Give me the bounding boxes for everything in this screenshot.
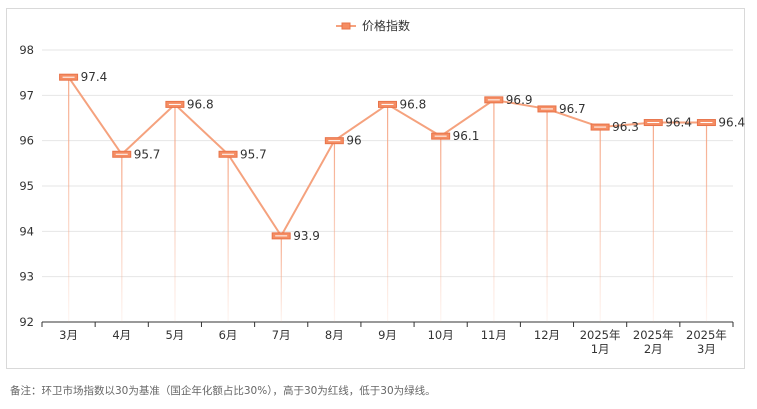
legend-marker — [341, 22, 351, 30]
data-label: 95.7 — [240, 147, 267, 161]
data-label: 96.3 — [612, 120, 639, 134]
x-tick-label: 6月 — [219, 328, 238, 342]
drop-line — [546, 108, 548, 322]
data-label: 96.7 — [559, 102, 586, 116]
y-tick-label: 97 — [19, 88, 34, 102]
y-tick-label: 94 — [19, 224, 34, 238]
drop-line — [440, 136, 442, 322]
y-tick-label: 93 — [19, 270, 34, 284]
x-tick-label: 12月 — [534, 328, 560, 342]
data-label: 96.9 — [506, 93, 533, 107]
x-tick-label: 11月 — [481, 328, 507, 342]
data-label: 96.1 — [453, 129, 480, 143]
x-tick-label: 8月 — [325, 328, 344, 342]
data-label: 93.9 — [293, 229, 320, 243]
data-label: 96.8 — [187, 97, 214, 111]
footnote: 备注：环卫市场指数以30为基准（国企年化额占比30%），高于30为红线，低于30… — [10, 385, 436, 397]
x-tick-label: 3月 — [59, 328, 78, 342]
x-tick-label: 9月 — [378, 328, 397, 342]
drop-line — [333, 140, 336, 322]
price-index-chart: 92 93 94 95 96 97 98 3月 4月 5月 6月 7月 8月 9月 10月 11月 12月 202… — [19, 18, 745, 356]
data-label: 95.7 — [134, 147, 161, 161]
drop-line — [174, 104, 176, 323]
drop-line — [599, 127, 601, 322]
x-tick-label: 5月 — [165, 328, 184, 342]
drop-line — [280, 235, 282, 322]
drop-line — [493, 99, 495, 322]
drop-line — [705, 122, 708, 323]
data-label: 96.4 — [665, 116, 692, 130]
drop-line — [387, 104, 389, 323]
data-label: 96.8 — [400, 97, 427, 111]
y-tick-label: 92 — [19, 315, 34, 329]
x-tick-label: 2025年 3月 — [686, 328, 727, 356]
x-tick-label: 2025年 2月 — [633, 328, 674, 356]
x-tick-label: 4月 — [112, 328, 131, 342]
chart-frame — [6, 8, 745, 369]
data-label: 96.4 — [718, 116, 745, 130]
x-tick-label: 10月 — [428, 328, 454, 342]
y-tick-label: 95 — [19, 179, 34, 193]
x-tick-label: 7月 — [272, 328, 291, 342]
y-tick-label: 98 — [19, 43, 34, 57]
data-label: 96 — [346, 134, 361, 148]
x-tick-label: 2025年 1月 — [580, 328, 621, 356]
drop-line — [68, 77, 70, 322]
data-label: 97.4 — [81, 70, 108, 84]
legend-label: 价格指数 — [362, 18, 410, 33]
drop-line — [652, 122, 654, 323]
drop-line — [227, 154, 229, 322]
drop-line — [121, 154, 123, 322]
y-tick-label: 96 — [19, 134, 34, 148]
